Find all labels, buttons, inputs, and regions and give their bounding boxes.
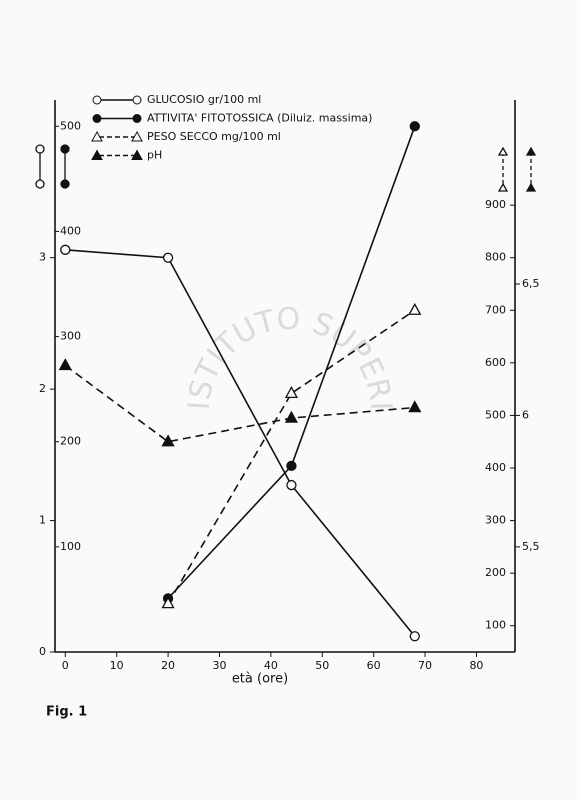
key-marker (60, 144, 70, 154)
y-tick-label: 3 (39, 251, 46, 264)
key-marker (35, 144, 45, 154)
legend-marker (91, 130, 103, 142)
key-marker (525, 146, 537, 192)
legend-marker (132, 95, 142, 105)
point (161, 434, 175, 447)
x-tick-label: 20 (161, 659, 175, 672)
y-tick-label: 200 (60, 435, 81, 448)
legend-marker (131, 149, 143, 160)
x-tick-label: 50 (315, 659, 329, 672)
x-tick-label: 40 (264, 659, 278, 672)
point (286, 479, 297, 491)
y-tick-label: 2 (39, 382, 46, 395)
legend-label: pH (147, 149, 162, 162)
y-tick-label: 6 (522, 408, 529, 421)
figure-label: Fig. 1 (46, 705, 87, 720)
point (284, 410, 299, 423)
y-tick-label: 100 (60, 540, 81, 553)
x-tick-label: 60 (367, 659, 381, 672)
y-tick-label: 200 (485, 566, 506, 579)
point (408, 302, 422, 315)
legend-label: ATTIVITA' FITOTOSSICA (Diluiz. massima) (147, 112, 372, 125)
axis-keys (35, 144, 537, 192)
y-tick-label: 1 (39, 514, 46, 527)
point (58, 358, 72, 371)
legend-label: GLUCOSIO gr/100 ml (147, 93, 261, 106)
legend-marker (132, 114, 142, 123)
x-tick-label: 10 (110, 659, 124, 672)
y-tick-label: 300 (60, 330, 81, 343)
series-line (167, 309, 416, 605)
y-tick-label: 400 (60, 224, 81, 237)
x-tick-label: 0 (62, 659, 69, 672)
y-tick-label: 6,5 (522, 277, 540, 290)
point (162, 252, 174, 263)
legend-marker (92, 95, 102, 105)
point (409, 631, 420, 642)
x-axis-label: età (ore) (232, 672, 288, 687)
y-tick-label: 900 (485, 198, 506, 211)
y-tick-label: 700 (485, 303, 506, 316)
point (161, 596, 175, 609)
key-marker (60, 179, 70, 189)
legend-label: PESO SECCO mg/100 ml (147, 130, 281, 143)
y-tick-label: 5,5 (522, 540, 540, 553)
x-tick-label: 80 (469, 659, 483, 672)
point (286, 460, 297, 472)
series-line (65, 249, 416, 637)
y-tick-label: 500 (485, 408, 506, 421)
x-tick-label: 30 (212, 659, 226, 672)
y-tick-label: 600 (485, 356, 506, 369)
legend-marker (92, 114, 102, 123)
x-tick-label: 70 (418, 659, 432, 672)
y-tick-label: 0 (39, 645, 46, 658)
legend-marker (131, 130, 143, 142)
point (409, 121, 420, 132)
y-tick-label: 100 (485, 619, 506, 632)
key-marker (497, 146, 509, 192)
point (408, 400, 422, 413)
series-line (64, 364, 415, 443)
y-tick-label: 800 (485, 251, 506, 264)
key-marker (35, 179, 45, 189)
y-tick-label: 400 (485, 461, 506, 474)
y-tick-label: 500 (60, 119, 81, 132)
point (60, 244, 71, 255)
point (284, 386, 299, 398)
legend-marker (91, 149, 103, 160)
y-tick-label: 300 (485, 514, 506, 527)
